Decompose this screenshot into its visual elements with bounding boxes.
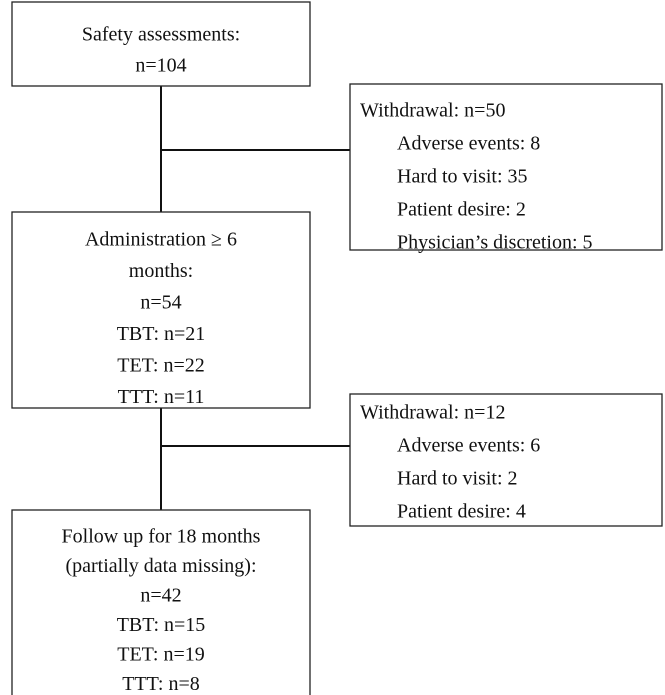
box — [11, 509, 311, 695]
box-line: TBT: n=15 — [117, 614, 206, 636]
box-line: Patient desire: 2 — [397, 199, 526, 221]
box-line: Adverse events: 6 — [397, 435, 540, 457]
box — [11, 211, 311, 409]
box-line: Patient desire: 4 — [397, 501, 526, 523]
box-line: months: — [129, 260, 193, 282]
box-line: TTT: n=8 — [122, 673, 200, 695]
box-line: TTT: n=11 — [118, 386, 205, 408]
box — [349, 83, 663, 251]
box-heading: Safety assessments: — [82, 24, 240, 46]
box-line: Adverse events: 8 — [397, 133, 540, 155]
box-heading: Follow up for 18 months — [62, 526, 261, 548]
box-line: (partially data missing): — [65, 555, 256, 577]
box-line: TBT: n=21 — [117, 323, 206, 345]
box-line: n=42 — [140, 585, 181, 607]
box-line: Physician’s discretion: 5 — [397, 232, 593, 254]
box-heading: Administration ≥ 6 — [85, 229, 237, 251]
box — [11, 1, 311, 87]
box-line: TET: n=22 — [117, 355, 205, 377]
box-line: n=104 — [135, 55, 186, 77]
box-heading: Withdrawal: n=50 — [360, 100, 505, 122]
box — [349, 393, 663, 527]
box-line: n=54 — [140, 292, 181, 314]
box-line: Hard to visit: 35 — [397, 166, 528, 188]
box-line: Hard to visit: 2 — [397, 468, 518, 490]
box-heading: Withdrawal: n=12 — [360, 402, 505, 424]
box-line: TET: n=19 — [117, 644, 205, 666]
